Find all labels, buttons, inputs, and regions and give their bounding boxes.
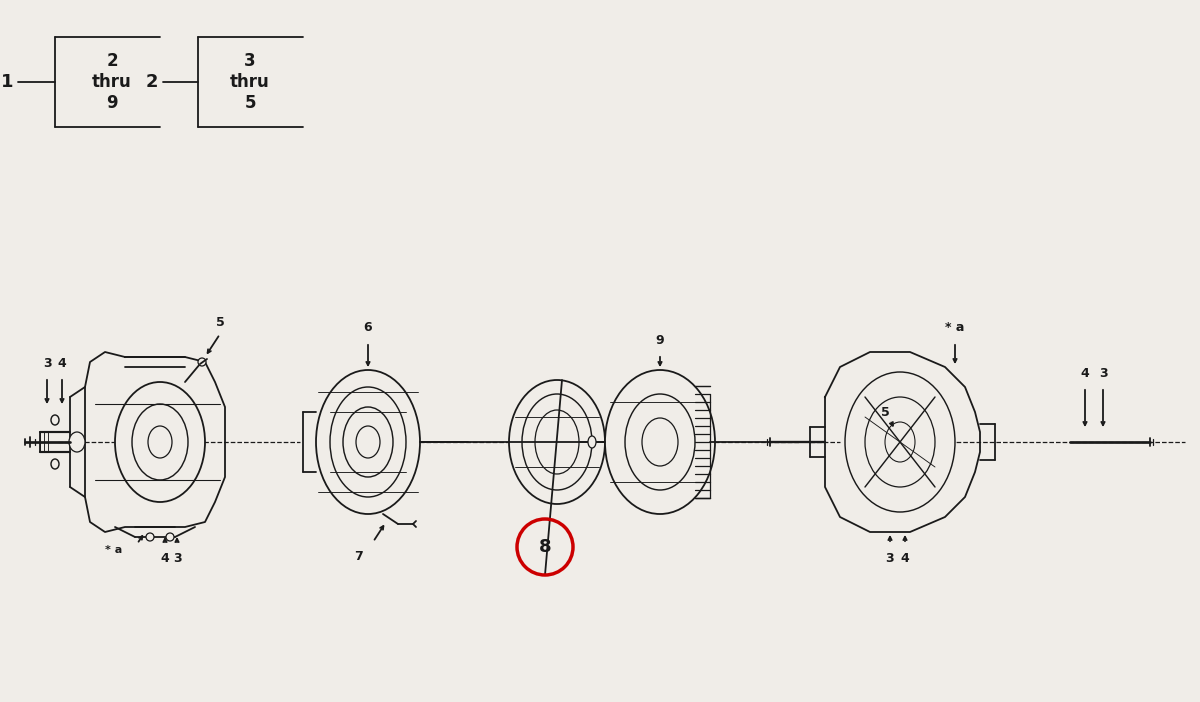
Text: 3: 3 (886, 552, 894, 565)
Text: * a: * a (946, 321, 965, 334)
Text: 7: 7 (354, 550, 364, 563)
Ellipse shape (330, 387, 406, 497)
Ellipse shape (146, 533, 154, 541)
Ellipse shape (132, 404, 188, 480)
Ellipse shape (509, 380, 605, 504)
Text: * a: * a (106, 545, 122, 555)
Text: 8: 8 (539, 538, 551, 556)
Text: 3: 3 (1099, 367, 1108, 380)
Ellipse shape (642, 418, 678, 466)
Ellipse shape (588, 436, 596, 448)
Text: 4: 4 (1081, 367, 1090, 380)
Ellipse shape (356, 426, 380, 458)
Ellipse shape (886, 422, 916, 462)
Polygon shape (826, 352, 980, 532)
Text: 6: 6 (364, 321, 372, 334)
Ellipse shape (605, 370, 715, 514)
Text: 5: 5 (216, 316, 224, 329)
Polygon shape (85, 352, 226, 532)
Text: 3: 3 (173, 552, 181, 565)
Ellipse shape (50, 415, 59, 425)
Ellipse shape (316, 370, 420, 514)
Ellipse shape (343, 407, 394, 477)
Ellipse shape (522, 394, 592, 490)
Ellipse shape (845, 372, 955, 512)
Text: 4: 4 (58, 357, 66, 370)
Text: 3: 3 (43, 357, 52, 370)
Ellipse shape (70, 432, 85, 452)
Ellipse shape (166, 533, 174, 541)
Text: 3
thru
5: 3 thru 5 (230, 52, 270, 112)
Text: 2: 2 (145, 73, 158, 91)
Ellipse shape (198, 358, 206, 366)
Text: 1: 1 (0, 73, 13, 91)
Ellipse shape (50, 459, 59, 469)
Ellipse shape (625, 394, 695, 490)
Text: 9: 9 (655, 334, 665, 347)
Ellipse shape (865, 397, 935, 487)
Ellipse shape (148, 426, 172, 458)
Text: 2
thru
9: 2 thru 9 (92, 52, 132, 112)
Ellipse shape (535, 410, 580, 474)
Ellipse shape (115, 382, 205, 502)
Text: 4: 4 (901, 552, 910, 565)
Text: 4: 4 (161, 552, 169, 565)
Text: 5: 5 (881, 406, 889, 418)
